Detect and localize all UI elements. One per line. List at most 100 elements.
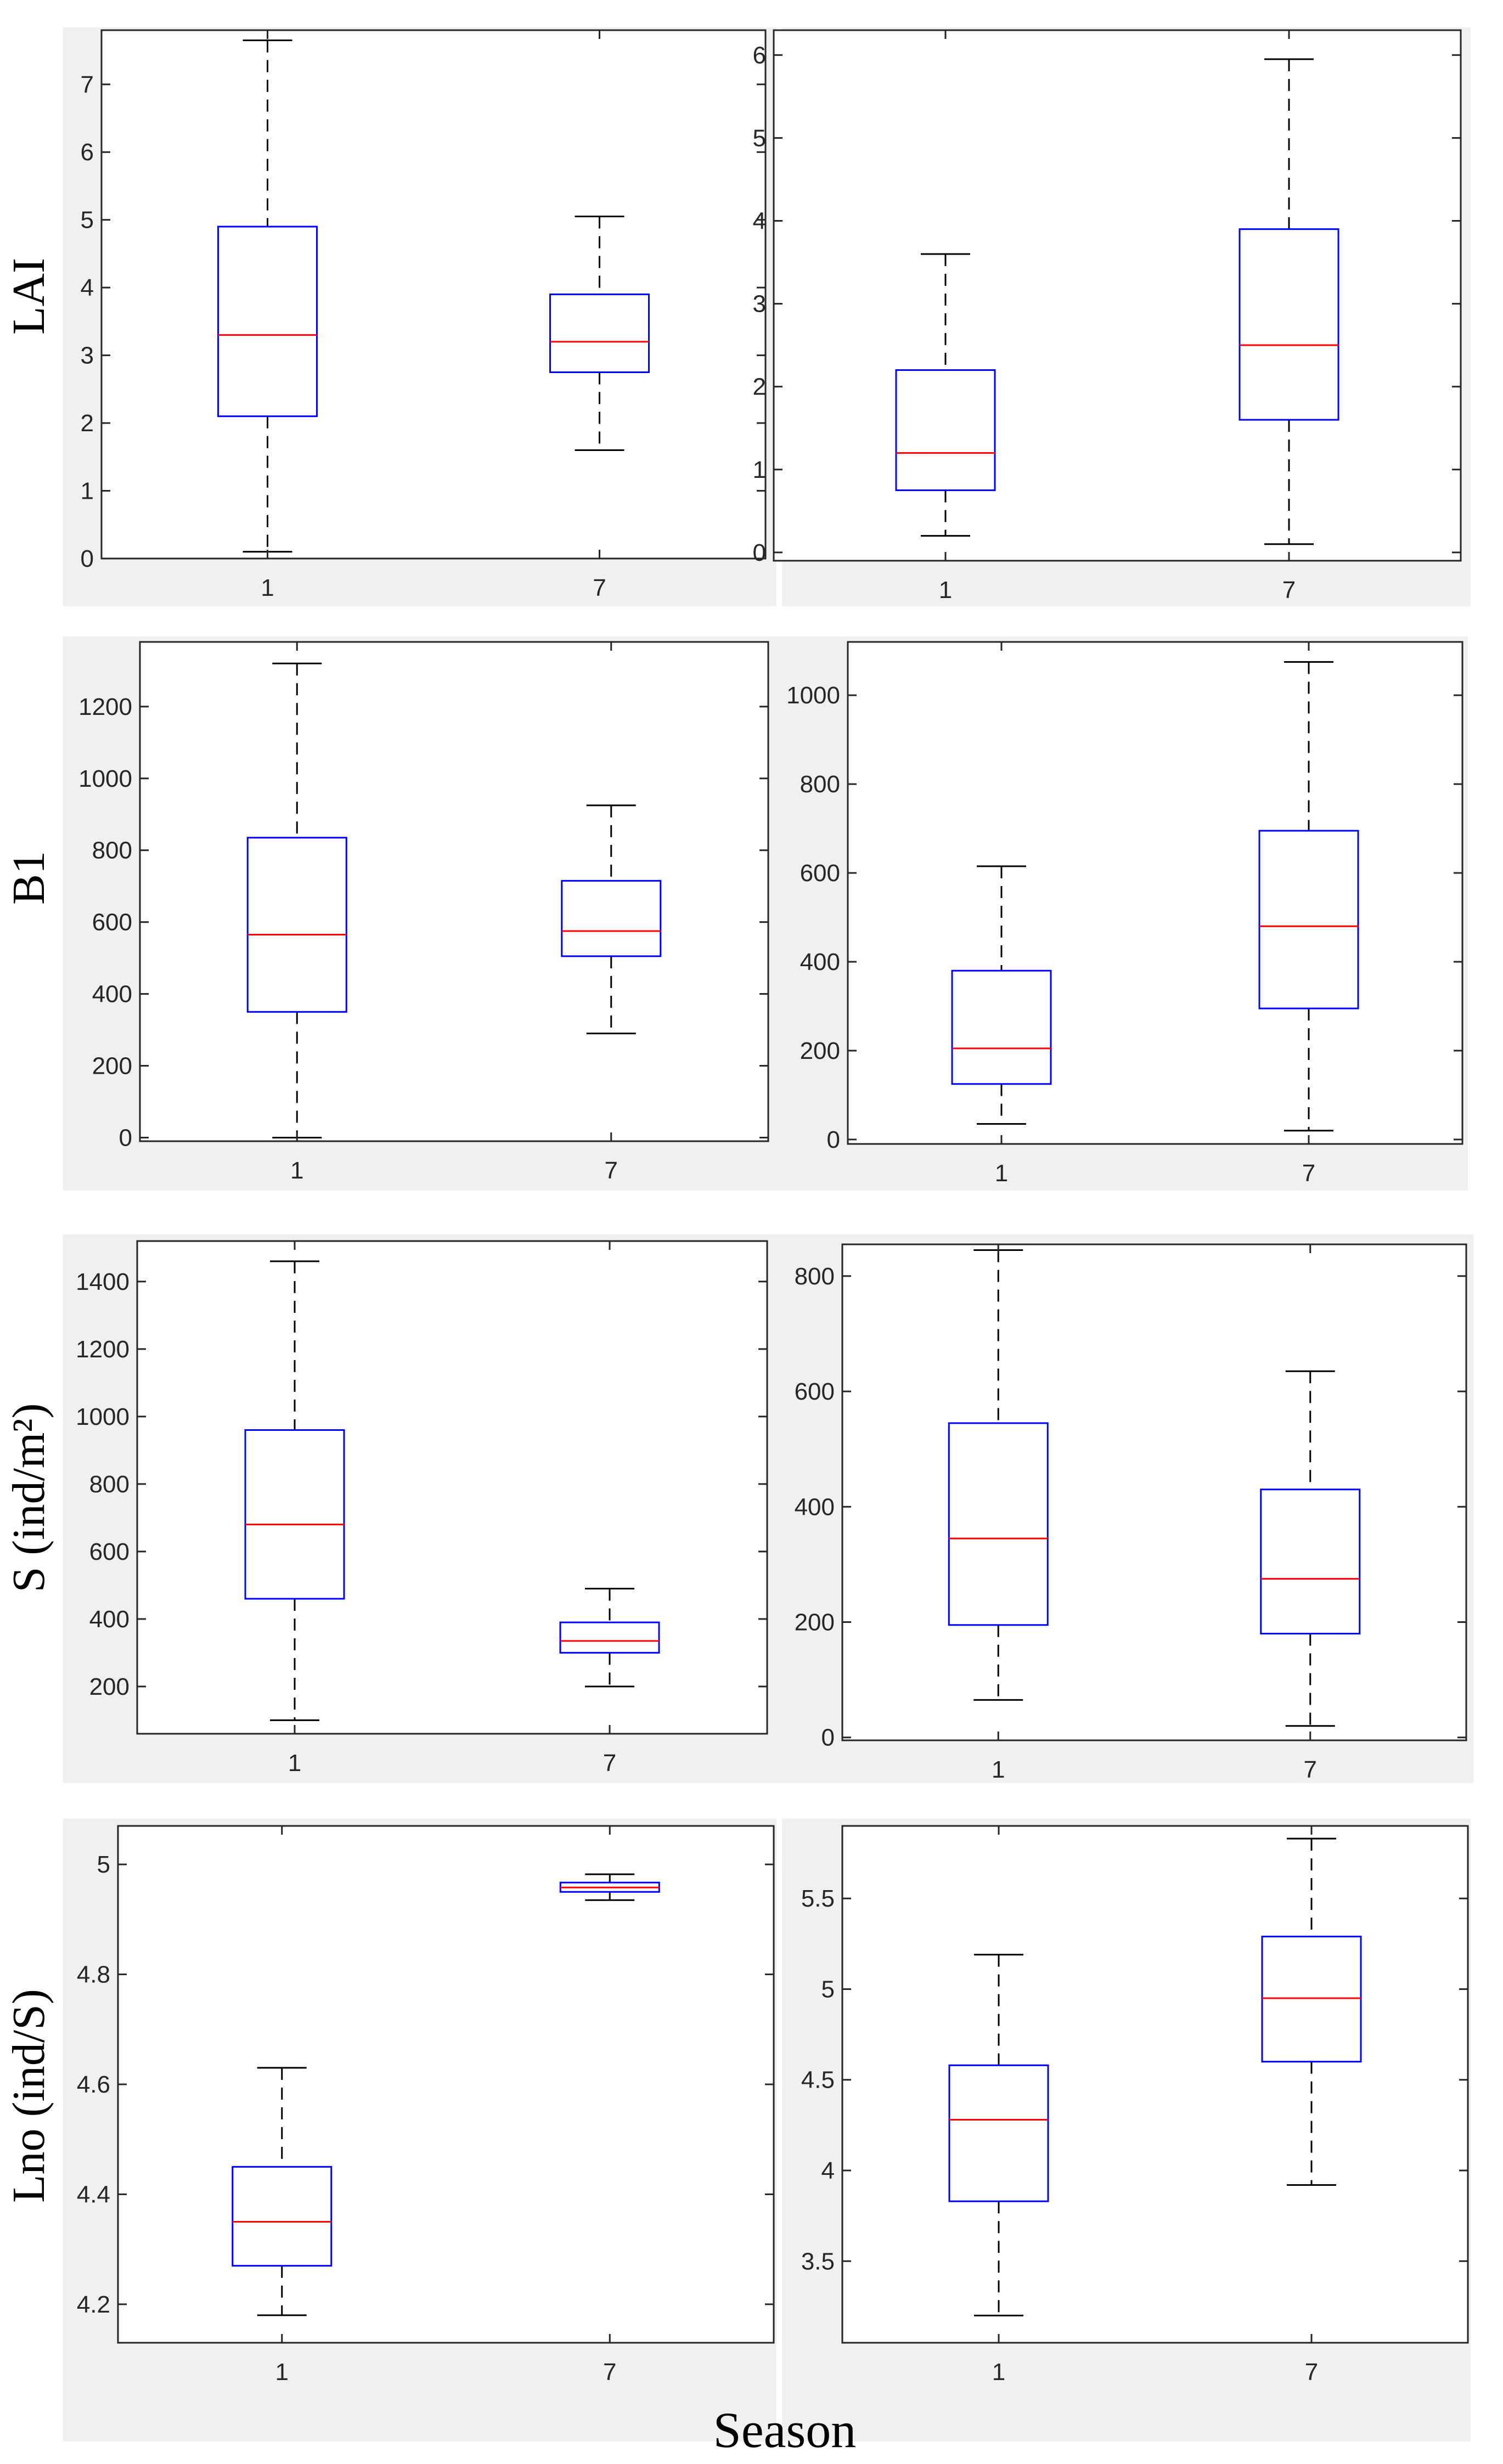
y-tick-label: 4.2 xyxy=(77,2291,110,2318)
chart-panel-1: 0 1 2 3 4 5 6 7 1 7 LAI xyxy=(3,27,776,606)
y-tick-label: 5.5 xyxy=(801,1885,835,1912)
y-tick-label: 4 xyxy=(81,274,94,301)
y-axis-label: LAI xyxy=(3,258,54,335)
x-tick-label: 7 xyxy=(1304,1756,1317,1783)
iqr-box xyxy=(246,837,347,1013)
chart-panel-3: 0 200 400 600 800 1000 1200 1 7 B1 xyxy=(3,636,776,1191)
chart-panel-2: 0 1 2 3 4 5 6 1 7 xyxy=(753,27,1471,606)
x-tick-label: 1 xyxy=(995,1160,1008,1187)
y-axis-label: S (ind/m²) xyxy=(3,1403,54,1593)
y-tick-label: 400 xyxy=(795,1493,835,1520)
box-1 xyxy=(948,1954,1049,2316)
plot-area xyxy=(139,641,769,1142)
y-tick-label: 400 xyxy=(92,981,132,1008)
y-tick-label: 400 xyxy=(89,1606,130,1633)
box-7 xyxy=(561,804,662,1035)
box-7 xyxy=(559,1588,660,1688)
plot-area xyxy=(136,1240,768,1735)
y-tick-label: 5 xyxy=(81,207,94,234)
x-tick-label: 7 xyxy=(593,574,606,601)
chart-panel-5: 200 400 600 800 1000 1200 1400 1 7 S (ind/m²) xyxy=(3,1234,776,1783)
plot-area xyxy=(773,29,1462,562)
y-tick-label: 1200 xyxy=(78,693,132,720)
y-tick-label: 200 xyxy=(795,1609,835,1636)
x-tick-label: 1 xyxy=(939,577,952,604)
y-tick-label: 800 xyxy=(795,1263,835,1290)
iqr-box xyxy=(244,1429,345,1600)
x-tick-label: 7 xyxy=(603,1750,616,1777)
y-tick-label: 4 xyxy=(821,2157,835,2184)
y-tick-label: 4 xyxy=(753,208,766,235)
x-tick-label: 1 xyxy=(290,1157,303,1184)
box-7 xyxy=(559,1873,660,1901)
y-tick-label: 3 xyxy=(753,291,766,318)
y-tick-label: 200 xyxy=(92,1053,132,1080)
y-tick-label: 2 xyxy=(81,410,94,437)
chart-panel-4: 0 200 400 600 800 1000 1 7 xyxy=(774,636,1468,1191)
y-tick-label: 1000 xyxy=(76,1403,130,1430)
x-tick-label: 7 xyxy=(603,2359,616,2386)
iqr-box xyxy=(948,1422,1049,1626)
y-tick-label: 3.5 xyxy=(801,2248,835,2275)
y-tick-label: 1 xyxy=(81,478,94,505)
y-tick-label: 0 xyxy=(821,1724,835,1751)
y-tick-label: 1000 xyxy=(786,682,840,709)
iqr-box xyxy=(559,1621,660,1654)
iqr-box xyxy=(951,969,1052,1085)
y-tick-label: 800 xyxy=(800,771,840,798)
y-tick-label: 1200 xyxy=(76,1336,130,1363)
y-tick-label: 6 xyxy=(81,139,94,166)
y-tick-label: 200 xyxy=(89,1673,130,1700)
iqr-box xyxy=(232,2166,333,2267)
y-tick-label: 4.5 xyxy=(801,2067,835,2094)
y-tick-label: 200 xyxy=(800,1038,840,1064)
y-tick-label: 5 xyxy=(97,1851,110,1878)
box-7 xyxy=(1261,1837,1362,2186)
y-tick-label: 4.4 xyxy=(77,2181,110,2208)
box-1 xyxy=(951,865,1052,1125)
y-tick-label: 0 xyxy=(119,1124,132,1151)
y-tick-label: 4.6 xyxy=(77,2071,110,2098)
figure-xlabel: Season xyxy=(713,2402,857,2458)
y-tick-label: 600 xyxy=(795,1378,835,1405)
y-tick-label: 0 xyxy=(827,1126,840,1153)
y-axis-label: Lno (ind/S) xyxy=(3,1989,54,2203)
y-tick-label: 1400 xyxy=(76,1268,130,1295)
box-1 xyxy=(244,1260,345,1721)
iqr-box xyxy=(1261,1936,1362,2063)
y-tick-label: 600 xyxy=(800,860,840,887)
y-tick-label: 7 xyxy=(81,71,94,98)
y-tick-label: 3 xyxy=(81,342,94,369)
y-tick-label: 1000 xyxy=(78,765,132,792)
iqr-box xyxy=(549,294,650,373)
plot-area xyxy=(117,1825,775,2344)
x-tick-label: 1 xyxy=(275,2359,289,2386)
y-tick-label: 600 xyxy=(92,909,132,936)
x-tick-label: 7 xyxy=(605,1157,618,1184)
iqr-box xyxy=(1258,830,1359,1010)
x-tick-label: 1 xyxy=(992,2359,1005,2386)
y-tick-label: 1 xyxy=(753,456,766,483)
plot-area xyxy=(100,29,767,560)
x-tick-label: 7 xyxy=(1305,2359,1318,2386)
y-tick-label: 400 xyxy=(800,949,840,976)
iqr-box xyxy=(1239,228,1339,421)
y-tick-label: 2 xyxy=(753,374,766,401)
box-7 xyxy=(549,216,650,451)
plot-area xyxy=(841,1243,1467,1741)
y-tick-label: 5 xyxy=(821,1976,835,2003)
box-1 xyxy=(895,253,996,537)
y-tick-label: 600 xyxy=(89,1538,130,1565)
y-tick-label: 6 xyxy=(753,42,766,69)
chart-panel-6: 0 200 400 600 800 1 7 xyxy=(774,1234,1473,1783)
iqr-box xyxy=(561,879,662,957)
x-tick-label: 7 xyxy=(1302,1160,1315,1187)
y-tick-label: 4.8 xyxy=(77,1961,110,1988)
y-tick-label: 0 xyxy=(81,545,94,572)
y-tick-label: 800 xyxy=(89,1471,130,1498)
plot-area xyxy=(841,1825,1469,2344)
x-tick-label: 7 xyxy=(1282,577,1296,604)
x-tick-label: 1 xyxy=(288,1750,301,1777)
box-7 xyxy=(1260,1370,1361,1727)
